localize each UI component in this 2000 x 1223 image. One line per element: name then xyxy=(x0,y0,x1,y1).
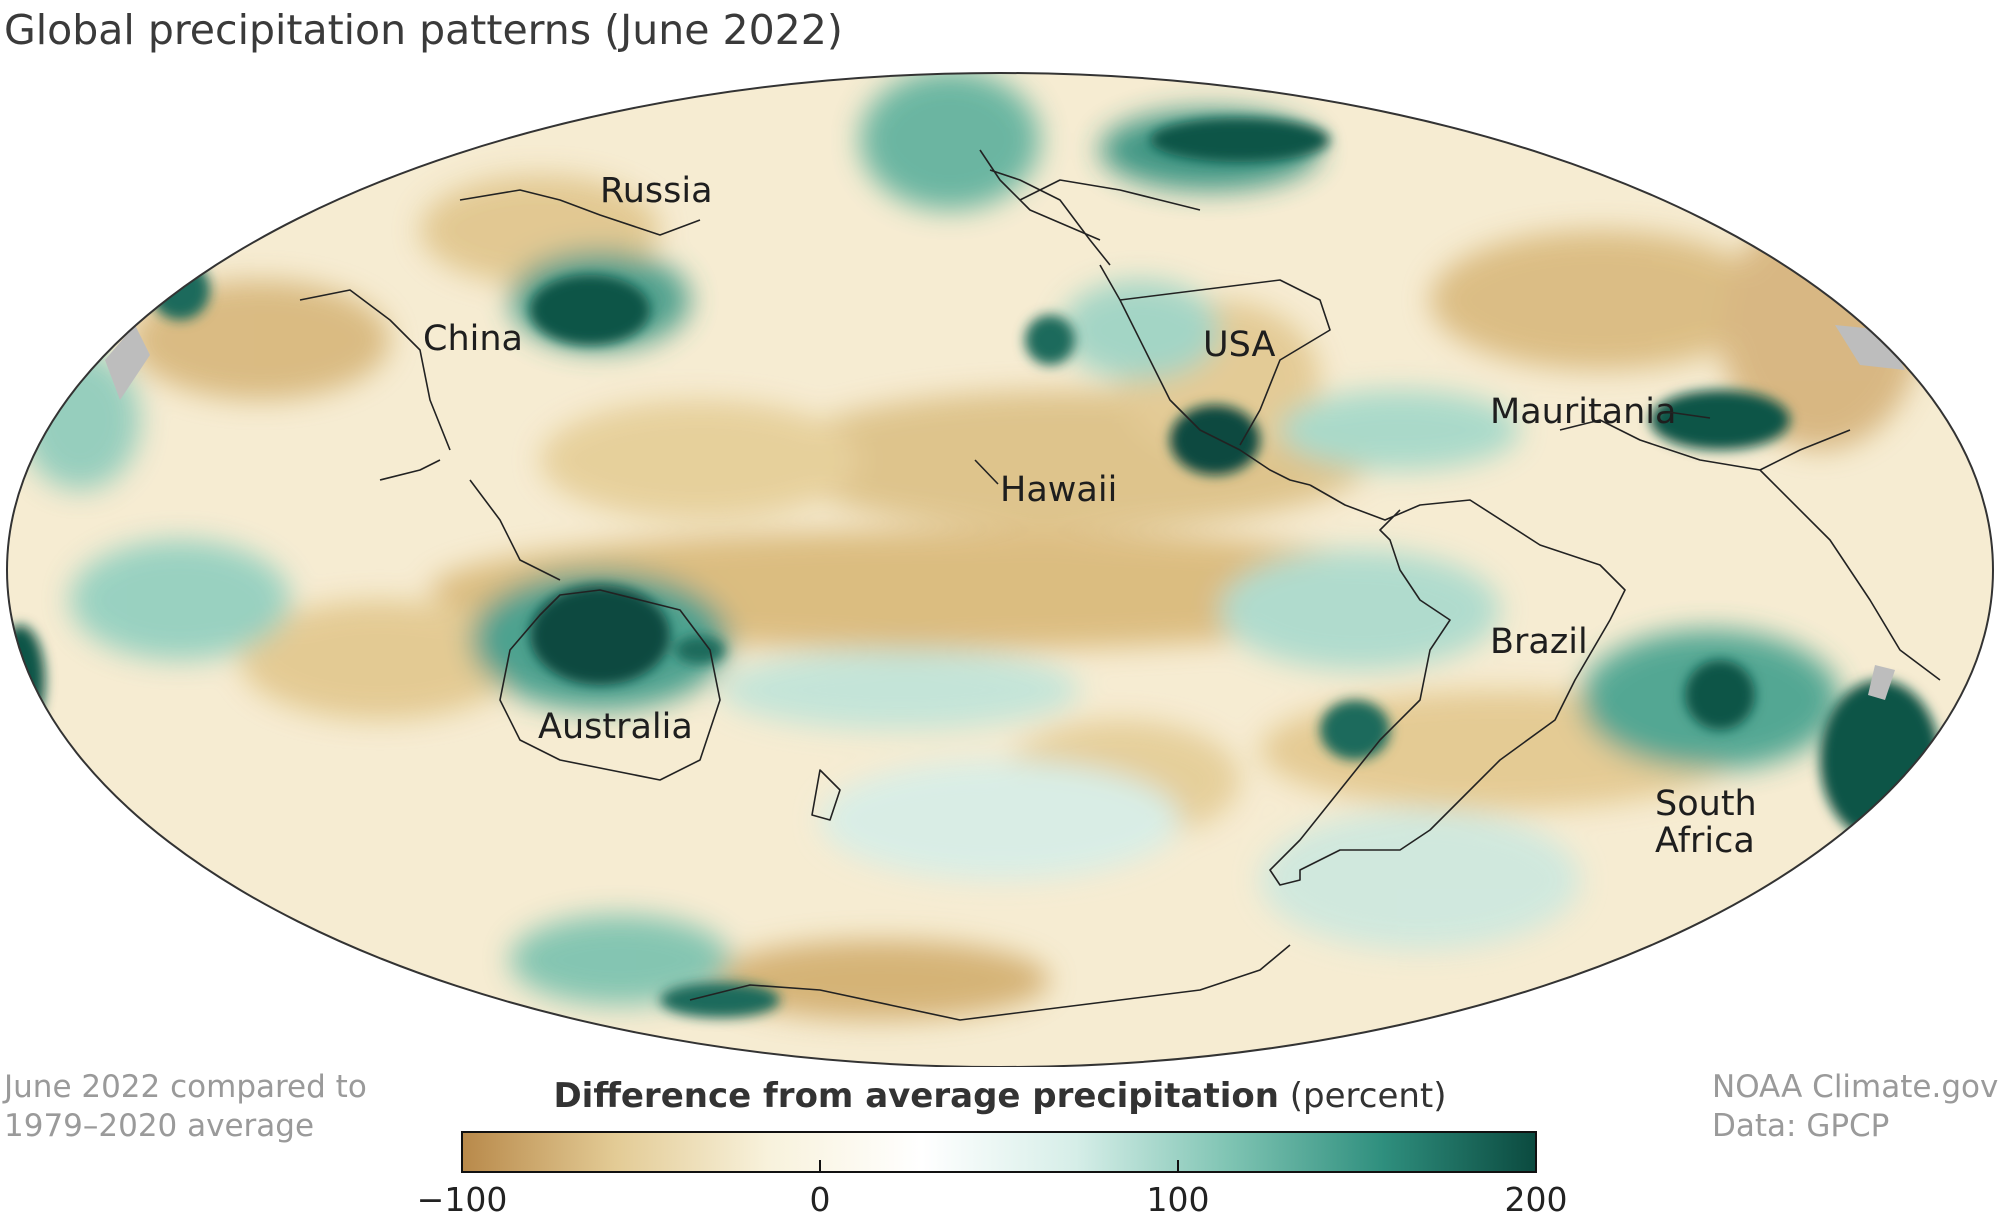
label-brazil: Brazil xyxy=(1490,622,1588,662)
label-south-africa-line2: Africa xyxy=(1655,821,1755,861)
anomaly-field xyxy=(7,73,1993,1067)
colorbar xyxy=(461,1131,1537,1173)
legend-title-unit: (percent) xyxy=(1289,1076,1447,1116)
colorbar-tick-label: 0 xyxy=(809,1180,831,1219)
legend-title: Difference from average precipitation (p… xyxy=(462,1076,1538,1116)
coastlines xyxy=(299,149,1941,1021)
hawaii-leader-line xyxy=(974,459,999,485)
label-mauritania: Mauritania xyxy=(1490,392,1676,432)
legend-title-bold: Difference from average precipitation xyxy=(553,1076,1279,1116)
source-credit: NOAA Climate.gov Data: GPCP xyxy=(1712,1069,1999,1144)
colorbar-tick-label: 100 xyxy=(1146,1180,1210,1219)
mauritania-leader-line xyxy=(1667,411,1711,419)
label-australia: Australia xyxy=(538,707,693,747)
precipitation-map: Russia China USA Mauritania Hawaii Austr… xyxy=(6,72,1994,1067)
colorbar-tick-label: 200 xyxy=(1504,1180,1568,1219)
label-china: China xyxy=(423,319,523,359)
colorbar-tick-label: −100 xyxy=(416,1180,508,1219)
label-russia: Russia xyxy=(600,171,713,211)
comparison-note: June 2022 compared to 1979–2020 average xyxy=(4,1069,367,1144)
globe-outline xyxy=(6,72,1994,1067)
label-usa: USA xyxy=(1203,325,1275,365)
label-south-africa-line1: South xyxy=(1655,784,1757,824)
label-hawaii: Hawaii xyxy=(1000,470,1117,510)
map-title: Global precipitation patterns (June 2022… xyxy=(4,6,843,54)
colorbar-gradient xyxy=(461,1131,1537,1173)
